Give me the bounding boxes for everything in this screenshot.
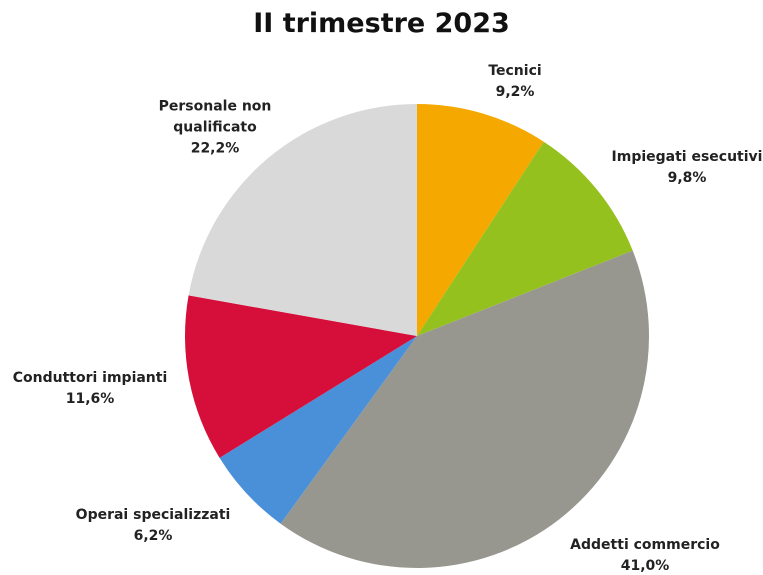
category-label: Personale non qualificato (158, 98, 272, 136)
value-label: 11,6% (65, 391, 115, 407)
category-label: Conduttori impianti (12, 370, 168, 386)
value-label: 6,2% (133, 528, 173, 544)
value-label: 9,8% (667, 170, 707, 186)
pie-slice (417, 141, 633, 336)
category-label: Impiegati esecutivi (611, 149, 763, 165)
value-label: 9,2% (495, 84, 535, 100)
value-label: 22,2% (190, 140, 240, 157)
pie-slice (219, 336, 417, 524)
value-label: 41,0% (620, 558, 670, 574)
pie-slice (188, 104, 417, 336)
slice-label: Conduttori impianti 11,6% (13, 368, 168, 410)
chart-title: II trimestre 2023 (253, 8, 510, 39)
pie-slice (280, 250, 649, 569)
slice-label: Operai specializzati 6,2% (76, 505, 231, 547)
category-label: Addetti commercio (570, 537, 720, 553)
category-label: Operai specializzati (75, 507, 231, 523)
slice-label: Addetti commercio 41,0% (570, 535, 720, 575)
slice-label: Impiegati esecutivi 9,8% (612, 147, 763, 189)
category-label: Tecnici (488, 63, 542, 79)
slice-label: Personale non qualificato 22,2% (140, 97, 290, 160)
slice-label: Tecnici 9,2% (488, 61, 541, 103)
pie-slice (184, 295, 417, 458)
pie-slice (417, 104, 544, 336)
